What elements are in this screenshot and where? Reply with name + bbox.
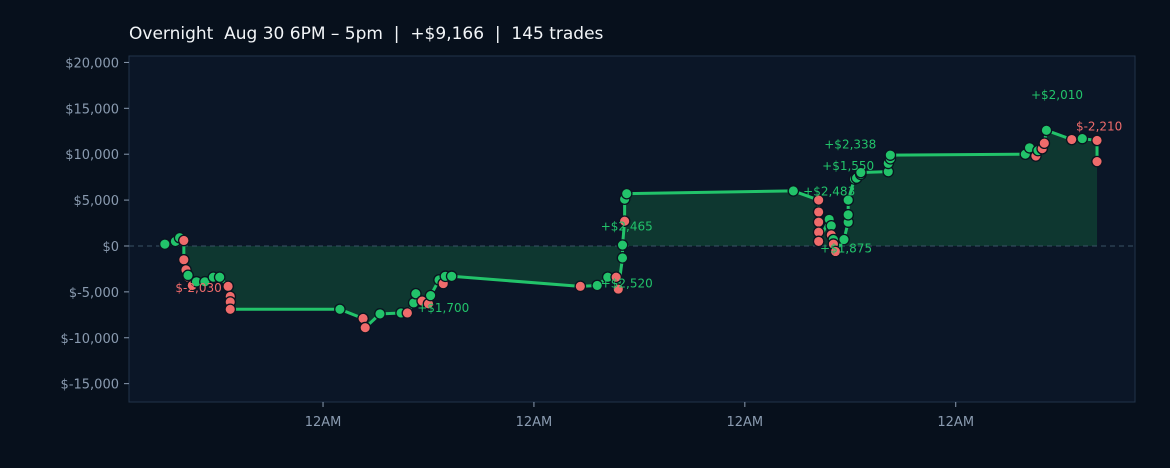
y-tick-label: $-5,000 (69, 286, 119, 301)
trade-annotation: $-2,030 (175, 281, 221, 295)
x-tick-label: 12AM (305, 415, 342, 430)
trade-point-loss (177, 253, 190, 266)
trade-point-loss (401, 307, 414, 319)
x-tick-label: 12AM (937, 415, 974, 430)
trade-point-win (182, 269, 194, 282)
trade-annotation: +$2,010 (1031, 88, 1083, 102)
trade-point-loss (612, 283, 625, 295)
trade-point-win (334, 303, 346, 316)
trade-point-win (616, 239, 629, 251)
y-tick-label: $5,000 (74, 194, 120, 209)
trade-point-loss (812, 194, 825, 206)
trade-point-win (884, 149, 897, 161)
y-tick-label: $20,000 (65, 56, 119, 71)
area-fill (164, 130, 1098, 328)
trade-point-loss (829, 245, 842, 258)
trade-point-loss (574, 280, 587, 293)
trade-point-win (842, 194, 855, 206)
trade-point-win (424, 289, 437, 302)
trade-point-win (787, 185, 800, 197)
trade-point-loss (812, 206, 825, 218)
trade-point-win (591, 279, 604, 292)
trade-annotation: $-2,210 (1076, 119, 1122, 133)
trade-annotation: +$1,550 (822, 159, 874, 173)
trade-annotation: +$1,700 (417, 301, 469, 315)
x-tick-label: 12AM (516, 415, 553, 430)
trade-point-loss (812, 216, 825, 228)
y-tick-label: $10,000 (65, 148, 119, 163)
trade-point-win (616, 252, 629, 264)
x-tick-label: 12AM (727, 415, 764, 430)
trade-annotation: +$2,483 (803, 185, 855, 199)
trade-point-loss (812, 235, 825, 248)
trade-point-win (620, 187, 633, 200)
trade-point-win (1076, 132, 1089, 145)
trade-point-loss (610, 271, 623, 284)
chart-title: Overnight Aug 30 6PM – 5pm | +$9,166 | 1… (129, 24, 604, 44)
trade-point-win (213, 271, 226, 284)
trade-point-loss (177, 234, 190, 247)
y-tick-label: $-10,000 (61, 332, 119, 347)
y-tick-label: $15,000 (65, 102, 119, 117)
trade-annotation: +$2,520 (601, 276, 653, 290)
trade-point-win (854, 166, 867, 179)
trade-point-loss (222, 280, 234, 293)
trade-point-loss (1091, 134, 1103, 147)
trade-annotation: +$2,338 (824, 138, 876, 152)
trade-point-loss (618, 215, 631, 228)
trade-point-loss (224, 303, 237, 316)
trade-point-win (159, 238, 171, 250)
trade-point-loss (1038, 137, 1051, 150)
trade-annotation: +$1,875 (820, 241, 872, 255)
trade-point-win (409, 287, 422, 300)
trade-point-win (374, 308, 386, 320)
y-tick-label: $0 (102, 240, 119, 255)
trade-point-win (1040, 124, 1053, 137)
trade-point-loss (1091, 155, 1103, 168)
trade-point-win (445, 270, 458, 283)
y-tick-label: $-15,000 (61, 378, 119, 393)
trade-point-win (838, 233, 850, 246)
trade-point-loss (359, 321, 372, 334)
trade-point-loss (1065, 133, 1078, 146)
trade-point-win (842, 208, 855, 221)
trade-annotation: +$2,465 (601, 219, 653, 233)
